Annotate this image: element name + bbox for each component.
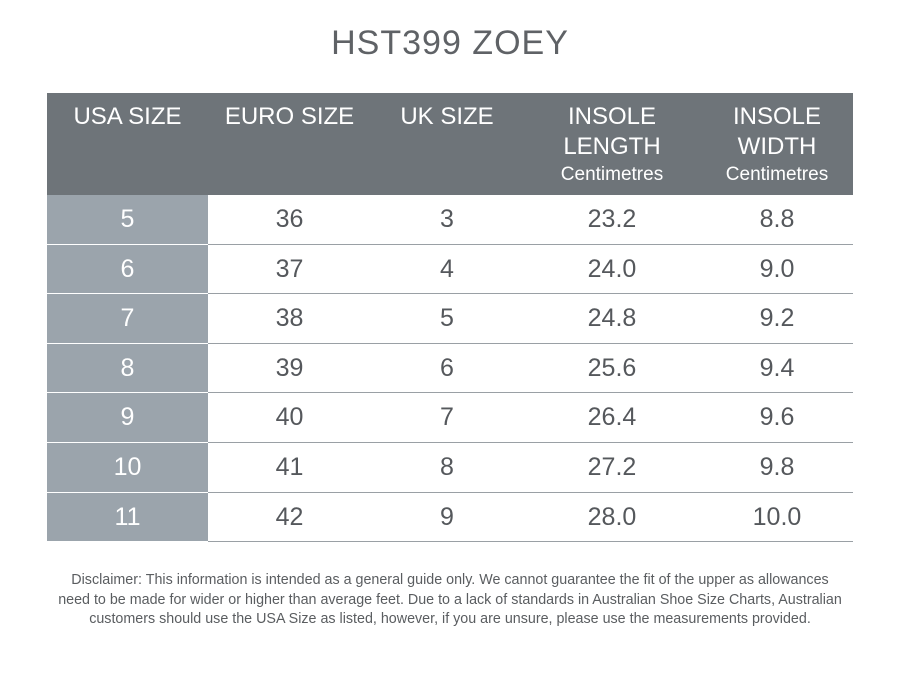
table-row: 6 37 4 24.0 9.0 <box>47 244 853 295</box>
header-unit: Centimetres <box>725 164 829 185</box>
table-cell: 9.2 <box>701 294 853 344</box>
table-cell: 8 <box>371 443 523 493</box>
table-cell: 41 <box>208 443 371 493</box>
header-row: USA SIZE EURO SIZE UK SIZE INSOLE LENGTH Cent… <box>47 93 853 195</box>
disclaimer-line: customers should use the USA Size as lis… <box>89 611 811 627</box>
table-cell: 40 <box>208 393 371 443</box>
header-cell: INSOLE WIDTH Centimetres <box>701 93 853 195</box>
header-unit: Centimetres <box>560 164 664 185</box>
table-cell: 8 <box>47 343 208 394</box>
disclaimer: Disclaimer: This information is intended… <box>0 571 900 630</box>
table-row: 7 38 5 24.8 9.2 <box>47 294 853 344</box>
header-cell: INSOLE LENGTH Centimetres <box>523 93 701 195</box>
table-cell: 9.0 <box>701 245 853 295</box>
table-cell: 10.0 <box>701 493 853 543</box>
table-cell: 9.6 <box>701 393 853 443</box>
disclaimer-line: need to be made for wider or higher than… <box>58 591 842 608</box>
table-cell: 26.4 <box>523 393 701 443</box>
disclaimer-line: Disclaimer: This information is intended… <box>71 572 829 588</box>
table-cell: 28.0 <box>523 493 701 543</box>
header-text: WIDTH <box>737 133 817 160</box>
table-cell: 6 <box>47 244 208 295</box>
table-cell: 5 <box>47 195 208 245</box>
table-cell: 9 <box>371 493 523 543</box>
table-cell: 38 <box>208 294 371 344</box>
table-cell: 7 <box>47 294 208 344</box>
header-text: USA SIZE <box>73 103 182 130</box>
header-cell: EURO SIZE <box>208 93 371 195</box>
table-cell: 9.4 <box>701 344 853 394</box>
table-cell: 4 <box>371 245 523 295</box>
header-cell: USA SIZE <box>47 93 208 195</box>
table-cell: 36 <box>208 195 371 245</box>
table-row: 10 41 8 27.2 9.8 <box>47 442 853 493</box>
table-cell: 9 <box>47 393 208 443</box>
header-text: EURO SIZE <box>224 103 355 130</box>
table-cell: 6 <box>371 344 523 394</box>
table-cell: 9.8 <box>701 443 853 493</box>
table-row: 9 40 7 26.4 9.6 <box>47 393 853 443</box>
table-cell: 37 <box>208 245 371 295</box>
table-cell: 25.6 <box>523 344 701 394</box>
header-text: INSOLE <box>567 103 657 130</box>
table-row: 11 42 9 28.0 10.0 <box>47 492 853 543</box>
table-cell: 24.8 <box>523 294 701 344</box>
table-cell: 39 <box>208 344 371 394</box>
table-cell: 42 <box>208 493 371 543</box>
table-cell: 3 <box>371 195 523 245</box>
title: HST399 ZOEY <box>331 24 569 62</box>
table-cell: 7 <box>371 393 523 443</box>
header-cell: UK SIZE <box>371 93 523 195</box>
table-cell: 10 <box>47 442 208 493</box>
table-row: 5 36 3 23.2 8.8 <box>47 195 853 245</box>
header-text: LENGTH <box>563 133 661 160</box>
table-cell: 8.8 <box>701 195 853 245</box>
size-table: USA SIZE EURO SIZE UK SIZE INSOLE LENGTH Cent… <box>47 93 853 543</box>
table-row: 8 39 6 25.6 9.4 <box>47 343 853 394</box>
table-cell: 24.0 <box>523 245 701 295</box>
header-text: UK SIZE <box>400 103 494 130</box>
table-cell: 11 <box>47 492 208 543</box>
table-cell: 27.2 <box>523 443 701 493</box>
table-cell: 23.2 <box>523 195 701 245</box>
header-text: INSOLE <box>732 103 822 130</box>
table-cell: 5 <box>371 294 523 344</box>
